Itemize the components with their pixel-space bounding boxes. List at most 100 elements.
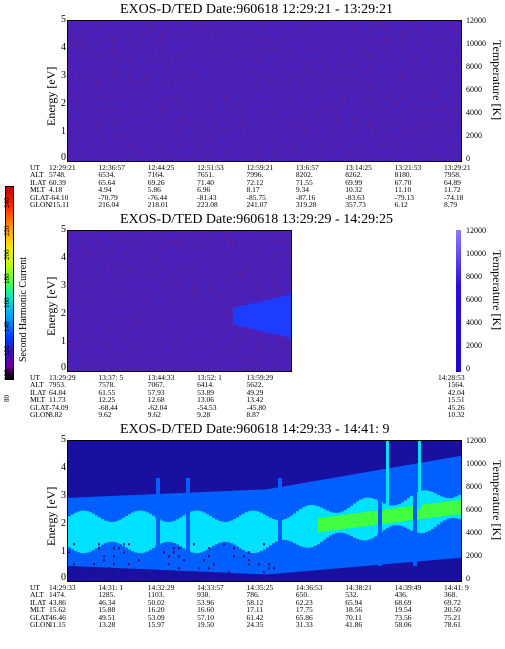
heatmap-cell xyxy=(120,72,122,74)
heatmap-cell xyxy=(316,111,318,113)
heatmap-cell xyxy=(168,354,170,356)
heatmap-cell xyxy=(440,66,442,68)
heatmap-cell xyxy=(260,294,262,296)
heatmap-cell xyxy=(164,270,166,272)
heatmap-cell xyxy=(104,111,106,113)
heatmap-cell xyxy=(188,330,190,332)
heatmap-cell xyxy=(132,276,134,278)
heatmap-cell xyxy=(324,81,326,83)
heatmap-cell xyxy=(256,342,258,344)
heatmap-cell xyxy=(332,153,334,155)
heatmap-cell xyxy=(375,510,378,525)
heatmap-cell xyxy=(288,63,290,65)
heatmap-cell xyxy=(108,267,110,269)
heatmap-cell xyxy=(376,84,378,86)
heatmap-cell xyxy=(212,288,214,290)
table-column: 13:52: 1 6414. 53.89 13.06 -54.53 9.28 xyxy=(197,374,222,419)
heatmap-cell xyxy=(228,57,230,59)
table-cell: 6.12 xyxy=(394,199,408,209)
heatmap-cell xyxy=(148,261,150,263)
heatmap-cell xyxy=(276,153,278,155)
heatmap-cell xyxy=(448,21,450,23)
heatmap-cell xyxy=(428,108,430,110)
table-cell: 8202. xyxy=(295,170,313,180)
heatmap-cell xyxy=(204,105,206,107)
heatmap-cell xyxy=(456,90,458,92)
heatmap-cell xyxy=(120,66,122,68)
heatmap-cell xyxy=(363,512,366,527)
heatmap-cell xyxy=(316,33,318,35)
heatmap-cell xyxy=(136,126,138,128)
heatmap-cell xyxy=(120,318,122,320)
heatmap-cell xyxy=(224,27,226,29)
heatmap-cell xyxy=(140,135,142,137)
heatmap-cell xyxy=(113,547,115,550)
heatmap-cell xyxy=(200,123,202,125)
table-cell: 938. xyxy=(197,590,211,600)
heatmap-cell xyxy=(72,369,74,371)
heatmap-cell xyxy=(68,234,70,236)
heatmap-cell xyxy=(119,519,122,545)
heatmap-cell xyxy=(240,33,242,35)
table-cell: 15.88 xyxy=(98,605,116,615)
heatmap-cell xyxy=(360,123,362,125)
heatmap-cell xyxy=(328,30,330,32)
table-cell: 11.10 xyxy=(394,185,412,195)
heatmap-cell xyxy=(440,81,442,83)
heatmap-cell xyxy=(220,33,222,35)
heatmap-cell xyxy=(364,54,366,56)
heatmap-cell xyxy=(68,237,70,239)
heatmap-cell xyxy=(188,36,190,38)
heatmap-cell xyxy=(248,93,250,95)
table-cell: 9.34 xyxy=(295,185,309,195)
heatmap-cell xyxy=(252,51,254,53)
heatmap-cell xyxy=(104,141,106,143)
heatmap-cell xyxy=(140,42,142,44)
heatmap-cell xyxy=(88,117,90,119)
heatmap-cell xyxy=(236,141,238,143)
heatmap-cell xyxy=(68,249,70,251)
table-cell: 78.61 xyxy=(444,619,461,629)
heatmap-cell xyxy=(239,306,242,327)
heatmap-cell xyxy=(292,150,294,152)
heatmap-cell xyxy=(240,261,242,263)
heatmap-cell xyxy=(176,141,178,143)
heatmap-cell xyxy=(200,366,202,368)
panel-3-heatmap xyxy=(68,441,461,581)
heatmap-cell xyxy=(120,135,122,137)
heatmap-cell xyxy=(92,363,94,365)
heatmap-cell xyxy=(184,111,186,113)
heatmap-cell xyxy=(164,114,166,116)
table-cell: 14:31: 1 xyxy=(98,583,124,592)
heatmap-cell xyxy=(372,69,374,71)
heatmap-cell xyxy=(296,141,298,143)
heatmap-cell xyxy=(312,63,314,65)
heatmap-cell xyxy=(376,75,378,77)
heatmap-cell xyxy=(104,114,106,116)
heatmap-cell xyxy=(164,153,166,155)
heatmap-cell xyxy=(280,57,282,59)
table-cell: 50.02 xyxy=(147,597,165,607)
heatmap-cell xyxy=(88,51,90,53)
heatmap-cell xyxy=(80,360,82,362)
heatmap-cell xyxy=(144,132,146,134)
heatmap-cell xyxy=(120,141,122,143)
heatmap-cell xyxy=(400,72,402,74)
panel-2-ytick: 2 xyxy=(61,308,66,319)
heatmap-cell xyxy=(112,60,114,62)
heatmap-cell xyxy=(156,159,158,161)
heatmap-cell xyxy=(278,477,282,566)
heatmap-cell xyxy=(420,72,422,74)
heatmap-cell xyxy=(320,39,322,41)
heatmap-cell xyxy=(220,114,222,116)
heatmap-cell xyxy=(308,99,310,101)
heatmap-cell xyxy=(460,69,461,71)
heatmap-cell xyxy=(156,294,158,296)
heatmap-cell xyxy=(420,120,422,122)
heatmap-cell xyxy=(180,150,182,152)
heatmap-cell xyxy=(204,315,206,317)
heatmap-cell xyxy=(344,69,346,71)
heatmap-cell xyxy=(160,84,162,86)
heatmap-cell xyxy=(432,21,434,23)
heatmap-cell xyxy=(444,57,446,59)
